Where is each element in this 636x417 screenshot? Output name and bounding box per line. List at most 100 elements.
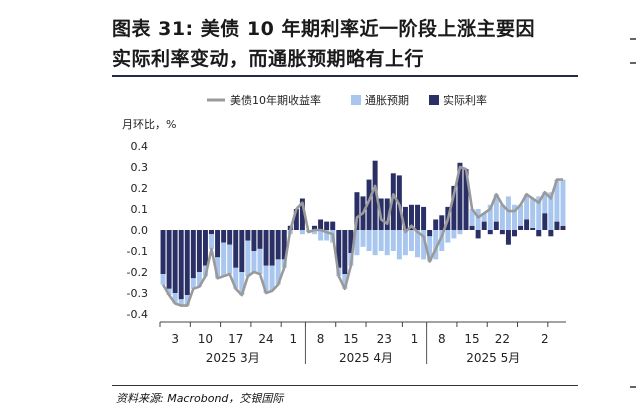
source-rule [112, 385, 578, 386]
edge-mark [630, 386, 636, 388]
bar-breakeven [536, 196, 542, 230]
bar-real-rate [299, 198, 305, 230]
bar-real-rate [493, 221, 499, 230]
bar-real-rate [257, 230, 263, 249]
bar-real-rate [269, 230, 275, 266]
x-tick-label: 8 [317, 332, 325, 346]
bar-breakeven [402, 230, 408, 256]
bar-real-rate [221, 230, 227, 243]
y-tick-label: -0.4 [127, 308, 148, 321]
bar-real-rate [512, 230, 517, 237]
bar-breakeven [275, 259, 281, 285]
bar-breakeven [251, 251, 257, 272]
bar-breakeven [530, 198, 536, 228]
bar-real-rate [366, 179, 372, 230]
bar-breakeven [518, 204, 524, 226]
bar-real-rate [451, 185, 457, 230]
bar-breakeven [160, 274, 166, 285]
bar-breakeven [560, 179, 566, 226]
bar-breakeven [451, 230, 457, 239]
x-tick-label: 1 [289, 332, 297, 346]
chart-title-line-2: 实际利率变动，而通胀预期略有上行 [112, 48, 425, 70]
bar-breakeven [554, 179, 560, 222]
bar-real-rate [318, 219, 324, 230]
bar-real-rate [330, 221, 336, 230]
bar-breakeven [542, 192, 548, 214]
bar-breakeven [481, 213, 487, 222]
bar-real-rate [324, 221, 330, 230]
bar-breakeven [505, 196, 511, 230]
bar-real-rate [281, 230, 287, 260]
bar-breakeven [475, 209, 481, 230]
edge-mark [630, 62, 636, 64]
yield-line [161, 165, 563, 307]
y-tick-label: 0.3 [131, 161, 149, 174]
bar-breakeven [427, 236, 433, 262]
legend-label: 美债10年期收益率 [230, 93, 321, 107]
bar-real-rate [190, 230, 196, 279]
y-tick-label: 0.0 [131, 224, 149, 237]
bar-real-rate [312, 225, 318, 230]
bar-real-rate [160, 230, 166, 275]
bar-breakeven [396, 230, 402, 260]
bar-breakeven [178, 299, 184, 306]
y-axis-ticks: 0.4 0.3 0.2 0.1 0.0 -0.1 -0.2 -0.3 -0.4 [127, 140, 148, 321]
bar-breakeven [445, 230, 451, 243]
bar-real-rate [463, 169, 469, 230]
bar-real-rate [433, 219, 439, 230]
bar-real-rate [354, 192, 360, 230]
bar-real-rate [372, 160, 378, 230]
x-tick-label: 2 [541, 332, 549, 346]
x-tick-label: 10 [198, 332, 213, 346]
y-tick-label: 0.4 [131, 140, 149, 153]
y-axis-label: 月环比，% [122, 118, 176, 131]
bar-breakeven [524, 194, 530, 220]
bar-breakeven [215, 257, 221, 279]
legend: 美债10年期收益率 通胀预期 实际利率 [207, 93, 487, 107]
y-tick-label: 0.1 [131, 203, 149, 216]
legend-label: 实际利率 [443, 93, 487, 107]
legend-label: 通胀预期 [365, 94, 409, 107]
bar-real-rate [560, 225, 566, 230]
bar-real-rate [475, 230, 481, 239]
bar-real-rate [530, 227, 536, 230]
bar-real-rate [384, 198, 390, 230]
bar-real-rate [196, 230, 202, 272]
bar-breakeven [390, 230, 396, 251]
bar-real-rate [427, 230, 433, 237]
bar-breakeven [457, 230, 463, 235]
bar-breakeven [512, 204, 517, 230]
bar-breakeven [172, 293, 178, 304]
bar-breakeven [209, 234, 214, 249]
bar-real-rate [342, 230, 348, 275]
bar-breakeven [312, 230, 318, 235]
bar-breakeven [366, 230, 372, 251]
bar-breakeven [433, 230, 439, 260]
month-label: 2025 4月 [339, 351, 393, 365]
bar-breakeven [263, 265, 269, 293]
bar-real-rate [481, 221, 487, 230]
x-tick-label: 8 [438, 332, 446, 346]
bar-breakeven [184, 295, 190, 306]
x-tick-label: 23 [377, 332, 392, 346]
x-tick-label: 15 [343, 332, 358, 346]
legend-swatch-real-rate [429, 95, 439, 105]
x-tick-label: 24 [258, 332, 273, 346]
x-tick-label: 22 [495, 332, 510, 346]
bar-real-rate [215, 230, 221, 258]
bar-real-rate [439, 215, 445, 230]
bar-real-rate [554, 221, 560, 230]
x-tick-label: 1 [411, 332, 419, 346]
bar-real-rate [202, 230, 208, 266]
bar-breakeven [257, 248, 263, 275]
bar-breakeven [221, 242, 227, 277]
y-tick-label: -0.3 [127, 287, 148, 300]
bar-real-rate [487, 230, 493, 235]
bar-breakeven [166, 288, 172, 296]
bar-real-rate [239, 230, 245, 272]
bar-breakeven [548, 192, 554, 230]
bar-real-rate [408, 204, 414, 230]
bar-real-rate [263, 230, 269, 266]
bar-breakeven [227, 244, 233, 275]
bar-real-rate [245, 230, 251, 241]
